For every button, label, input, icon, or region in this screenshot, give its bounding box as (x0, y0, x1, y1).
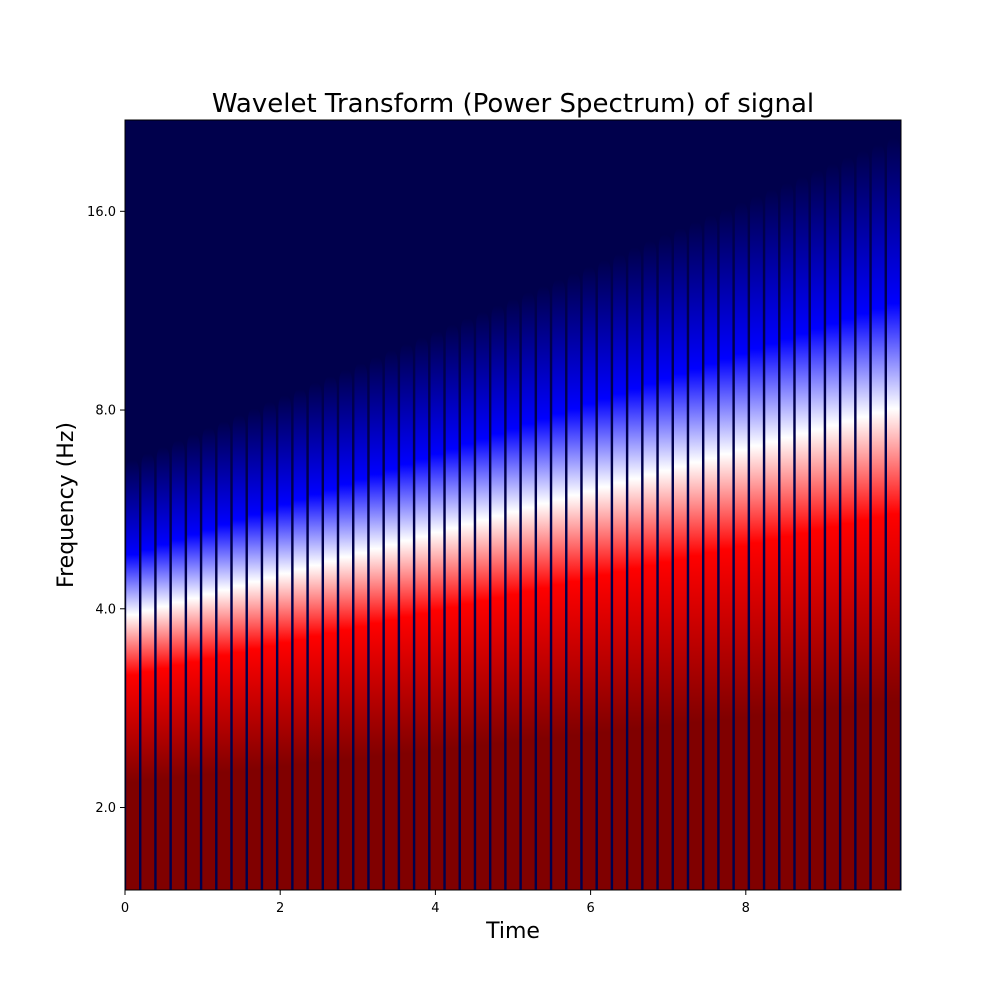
power-lobe (400, 343, 413, 890)
power-lobe (369, 356, 383, 890)
y-tick-label: 2.0 (95, 801, 116, 816)
power-lobe (202, 427, 216, 890)
power-lobe (613, 253, 626, 890)
power-lobe (293, 389, 307, 890)
power-lobe (445, 324, 459, 890)
power-lobe (810, 170, 824, 890)
x-tick-label: 0 (121, 901, 129, 916)
power-lobe (856, 150, 870, 890)
y-tick-label: 4.0 (95, 602, 116, 617)
x-tick-label: 2 (276, 901, 284, 916)
x-axis-label: Time (485, 919, 540, 944)
x-tick-label: 8 (742, 901, 750, 916)
power-lobe (126, 459, 139, 890)
power-lobe (491, 305, 505, 890)
power-lobe (628, 247, 642, 890)
power-lobe (187, 434, 200, 890)
power-lobe (704, 215, 718, 890)
power-lobe (689, 221, 702, 890)
power-lobe (521, 292, 535, 890)
power-lobe (430, 331, 444, 890)
x-tick-label: 6 (586, 901, 594, 916)
power-lobe (247, 408, 261, 890)
y-axis-ticks: 2.0 4.0 8.0 16.0 (87, 205, 125, 816)
power-lobe (780, 182, 794, 890)
power-lobe (460, 318, 474, 890)
power-lobe (887, 137, 900, 890)
power-lobe (384, 350, 398, 890)
power-lobe (278, 395, 292, 890)
power-lobe (826, 163, 839, 890)
power-lobe (597, 260, 611, 890)
power-lobe (552, 279, 566, 890)
power-lobe (156, 446, 170, 890)
power-lobe (750, 195, 763, 890)
power-lobe (765, 189, 779, 890)
power-lobe (719, 208, 733, 890)
power-lobe (841, 157, 855, 890)
power-lobe (354, 363, 368, 890)
power-lobe (232, 414, 246, 890)
power-lobe (673, 228, 687, 890)
x-axis-ticks: 0 2 4 6 8 (121, 890, 750, 916)
power-lobe (415, 337, 429, 890)
power-lobe (871, 144, 885, 890)
plot-area (125, 120, 901, 890)
power-lobe (263, 401, 276, 890)
power-lobe (537, 285, 550, 890)
power-lobe (217, 421, 231, 890)
power-lobe (734, 202, 748, 890)
power-lobe (324, 376, 337, 890)
plot-frame (124, 119, 902, 891)
power-lobe (141, 453, 155, 890)
power-lobe (658, 234, 672, 890)
y-tick-label: 16.0 (87, 205, 116, 220)
x-tick-label: 4 (431, 901, 439, 916)
power-lobe (171, 440, 185, 890)
power-lobe (643, 240, 657, 890)
power-lobe (506, 298, 520, 890)
power-lobe (308, 382, 322, 890)
power-lobes (126, 137, 900, 890)
y-axis-label: Frequency (Hz) (54, 422, 79, 588)
power-lobe (339, 369, 353, 890)
power-lobe (476, 311, 489, 890)
power-lobe (795, 176, 809, 890)
chart-title: Wavelet Transform (Power Spectrum) of si… (212, 89, 814, 119)
y-tick-label: 8.0 (95, 404, 116, 419)
power-lobe (567, 273, 581, 890)
power-lobe (582, 266, 596, 890)
